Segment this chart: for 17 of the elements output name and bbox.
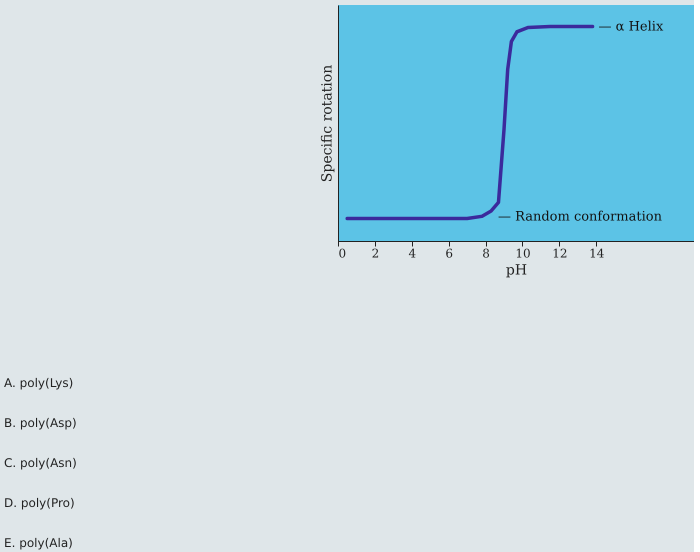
text: C. poly(Asn) bbox=[4, 456, 77, 470]
x-tick-label: 2 bbox=[372, 246, 380, 260]
text: B. poly(Asp) bbox=[4, 416, 77, 430]
y-axis-title: Specific rotation bbox=[320, 64, 336, 182]
annotation: — Random conformation bbox=[498, 209, 663, 224]
annotation: — α Helix bbox=[598, 19, 664, 34]
text: A. poly(Lys) bbox=[4, 376, 74, 390]
x-tick-label: 0 bbox=[338, 246, 346, 260]
text: E. poly(Ala) bbox=[4, 536, 73, 550]
x-tick-label: 14 bbox=[589, 246, 605, 260]
x-tick-label: 4 bbox=[408, 246, 416, 260]
x-tick-label: 10 bbox=[515, 246, 531, 260]
x-tick-label: 12 bbox=[552, 246, 568, 260]
x-tick-label: 6 bbox=[445, 246, 453, 260]
x-tick-label: 8 bbox=[482, 246, 490, 260]
x-axis-title: pH bbox=[506, 262, 528, 278]
text: D. poly(Pro) bbox=[4, 496, 75, 510]
